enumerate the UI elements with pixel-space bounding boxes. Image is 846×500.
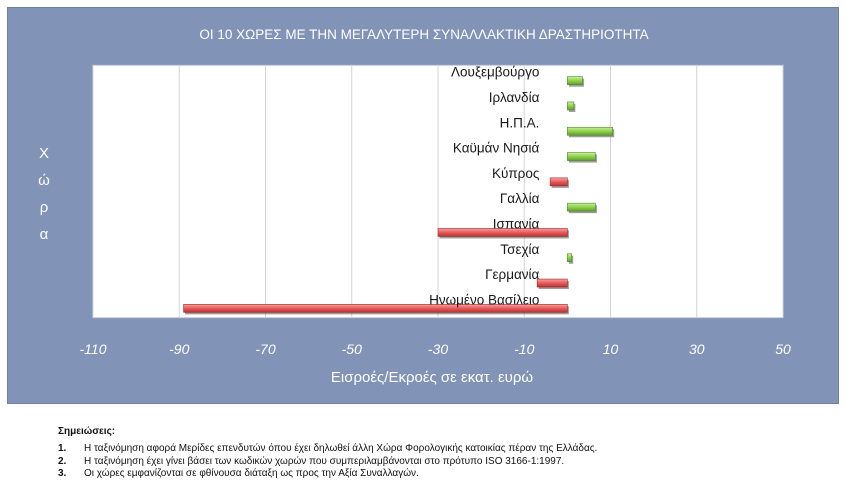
category-label: Γερμανία	[485, 267, 539, 282]
note-number: 2.	[58, 455, 67, 467]
chart-frame: ΟΙ 10 ΧΩΡΕΣ ΜΕ ΤΗΝ ΜΕΓΑΛΥΤΕΡΗ ΣΥΝΑΛΛΑΚΤΙ…	[7, 7, 839, 404]
x-tick-label: 30	[689, 341, 705, 357]
note-item: 2. Η ταξινόμηση έχει γίνει βάσει των κωδ…	[58, 456, 597, 469]
note-text: Οι χώρες εμφανίζονται σε φθίνουσα διάταξ…	[84, 468, 419, 479]
notes-title: Σημειώσεις:	[58, 426, 116, 437]
bar	[567, 202, 596, 212]
note-text: Η ταξινόμηση έχει γίνει βάσει των κωδικώ…	[84, 455, 565, 467]
x-tick-label: -50	[342, 341, 362, 357]
bar	[549, 177, 568, 187]
x-tick-label: -70	[255, 341, 275, 357]
bar	[567, 126, 613, 136]
bar-chart: ΟΙ 10 ΧΩΡΕΣ ΜΕ ΤΗΝ ΜΕΓΑΛΥΤΕΡΗ ΣΥΝΑΛΛΑΚΤΙ…	[38, 27, 791, 386]
category-label: Κύπρος	[492, 166, 540, 181]
x-axis-ticks: -110 -90 -70 -50 -30 -10 10 30 50	[80, 341, 791, 357]
note-item: 1. Η ταξινόμηση αφορά Μερίδες επενδυτών …	[58, 443, 597, 456]
bar	[183, 304, 568, 313]
x-tick-label: -90	[169, 341, 189, 357]
x-axis-label: Εισροές/Εκροές σε εκατ. ευρώ	[331, 369, 533, 386]
category-label: Γαλλία	[500, 191, 540, 206]
gridlines	[92, 65, 784, 318]
x-tick-label: 50	[775, 341, 791, 357]
x-tick-label: 10	[603, 341, 619, 357]
bar	[567, 76, 583, 85]
category-label: Καϋμάν Νησιά	[453, 141, 540, 156]
category-label: Τσεχία	[500, 242, 539, 257]
category-label: Ηνωμένο Βασίλειο	[429, 292, 539, 307]
bar	[567, 253, 572, 263]
category-label: Λουξεμβούργο	[451, 65, 539, 80]
category-label: Η.Π.Α.	[500, 115, 540, 130]
note-number: 1.	[58, 443, 67, 454]
bars	[183, 76, 615, 315]
category-label: Ισπανία	[493, 216, 540, 231]
bar	[437, 228, 568, 237]
notes-section: Σημειώσεις: 1. Η ταξινόμηση αφορά Μερίδε…	[58, 426, 597, 481]
bar	[536, 278, 568, 288]
chart-title: ΟΙ 10 ΧΩΡΕΣ ΜΕ ΤΗΝ ΜΕΓΑΛΥΤΕΡΗ ΣΥΝΑΛΛΑΚΤΙ…	[199, 27, 648, 42]
note-text: Η ταξινόμηση αφορά Μερίδες επενδυτών όπο…	[84, 443, 598, 454]
note-number: 3.	[58, 468, 67, 479]
x-tick-label: -10	[514, 341, 534, 357]
bar	[567, 152, 596, 161]
category-label: Ιρλανδία	[489, 90, 540, 105]
svg-text:Χώρα: Χώρα	[38, 145, 50, 243]
note-item: 3. Οι χώρες εμφανίζονται σε φθίνουσα διά…	[58, 468, 597, 481]
category-labels: Λουξεμβούργο Ιρλανδία Η.Π.Α. Καϋμάν Νησιά Κύ…	[429, 65, 540, 308]
bar	[567, 101, 575, 111]
x-tick-label: -110	[80, 341, 107, 357]
x-tick-label: -30	[428, 341, 448, 357]
